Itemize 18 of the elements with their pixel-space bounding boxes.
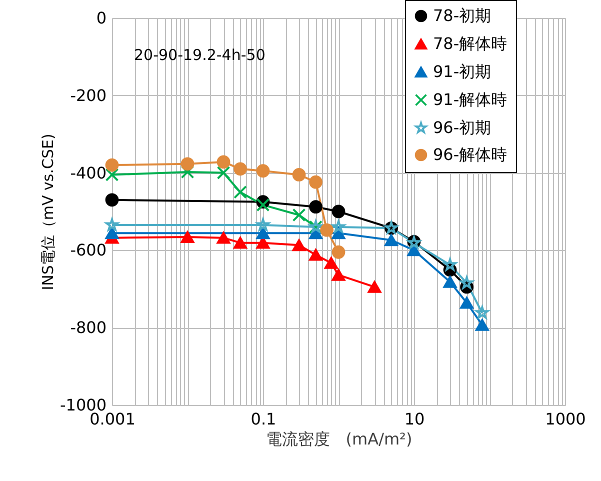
annotation: 20-90-19.2-4h-50 [134, 46, 266, 64]
legend-label: 78-解体時 [433, 34, 508, 53]
x-tick-label: 0.001 [90, 410, 136, 428]
y-axis-title: INS電位（mV vs.CSE) [39, 134, 58, 290]
legend-label: 91-解体時 [433, 90, 508, 109]
x-tick-label: 1000 [545, 410, 586, 428]
legend-label: 96-初期 [433, 118, 492, 137]
y-tick-label: -400 [70, 163, 106, 182]
x-tick-label: 0.1 [250, 410, 276, 428]
legend-label: 78-初期 [433, 6, 492, 25]
x-tick-label: 10 [404, 410, 425, 428]
y-tick-label: -200 [70, 86, 106, 105]
x-axis-title: 電流密度 (mA/m²) [266, 430, 412, 448]
y-tick-label: -800 [70, 318, 106, 338]
legend-label: 91-初期 [433, 62, 492, 81]
y-tick-label: 0 [96, 8, 106, 28]
legend-label: 96-解体時 [433, 145, 508, 164]
y-tick-label: -600 [70, 240, 106, 260]
